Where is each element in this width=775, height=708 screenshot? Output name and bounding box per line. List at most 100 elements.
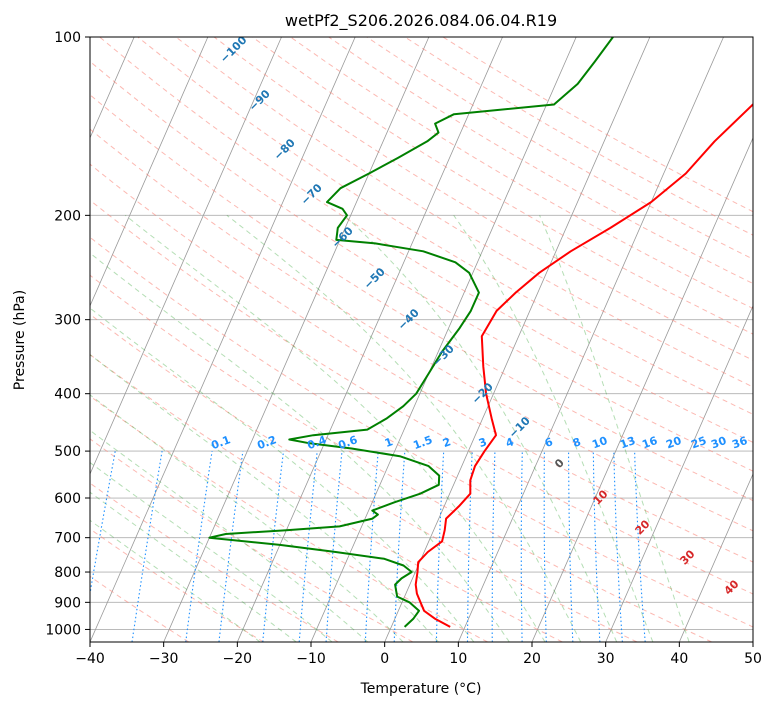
line-labels: −100−90−80−70−60−50−40−30−20−100.1 0.2 0.4… [209, 33, 749, 598]
mixing-ratio-line [634, 451, 646, 642]
y-tick-label: 500 [54, 444, 81, 460]
dry-adiabat-line [90, 313, 638, 642]
sounding-profiles [208, 37, 753, 628]
mixing-ratio-label: 1 [383, 435, 395, 450]
moist-adiabat-line [90, 307, 475, 642]
isotherm-line [0, 37, 61, 642]
x-tick-label: −10 [296, 651, 326, 667]
mixing-ratio-line [185, 451, 213, 642]
isotherm-line [90, 37, 209, 307]
dry-adiabat-label: −100 [218, 33, 250, 65]
dry-adiabat-line [175, 37, 753, 388]
dry-adiabat-line [442, 37, 753, 213]
mixing-ratio-line [592, 451, 601, 642]
isotherm-line [90, 37, 356, 642]
mixing-ratio-line [393, 451, 406, 642]
y-tick-label: 700 [54, 531, 81, 547]
mixing-ratio-line [364, 451, 379, 642]
x-tick-label: 0 [380, 651, 389, 667]
dry-adiabat-line [90, 60, 753, 472]
isotherm-line [163, 37, 430, 642]
y-tick-label: 200 [54, 208, 81, 224]
mixing-ratio-label: 0.1 [209, 433, 232, 452]
dewpoint-profile-line [208, 37, 614, 628]
isotherm-line [678, 472, 753, 642]
mixing-ratio-line [218, 451, 244, 642]
x-tick-label: 20 [523, 651, 541, 667]
y-tick-label: 600 [54, 491, 81, 507]
y-tick-label: 1000 [45, 622, 81, 638]
mixing-ratio-label: 16 [640, 434, 659, 452]
dry-adiabat-label: −90 [246, 87, 273, 114]
axes: −40 −30 −20 −10 0 10 20 30 40 5010009008007006005… [45, 30, 762, 667]
dry-adiabat-line [90, 353, 563, 642]
moist-adiabat-line [539, 215, 690, 642]
isotherm-line [310, 37, 577, 642]
moist-adiabat-label: 30 [678, 547, 698, 567]
mixing-ratio-line [520, 451, 523, 642]
y-axis-label: Pressure (hPa) [12, 290, 28, 390]
dry-adiabat-line [90, 236, 753, 628]
moist-adiabat-line [90, 519, 261, 642]
mixing-ratio-label: 1.5 [411, 433, 434, 452]
moist-adiabat-label: 40 [722, 577, 742, 597]
mixing-ratio-label: 4 [504, 435, 516, 450]
moist-adiabat-line [124, 214, 546, 642]
dry-adiabat-label: −30 [430, 342, 457, 369]
y-tick-label: 800 [54, 565, 81, 581]
mixing-ratio-line [568, 451, 574, 642]
mixing-ratio-label: 0.6 [336, 433, 359, 452]
x-tick-label: 40 [670, 651, 688, 667]
isotherm-line [605, 304, 753, 642]
mixing-ratio-line [131, 451, 163, 642]
mixing-ratio-line [325, 451, 343, 642]
y-tick-label: 300 [54, 313, 81, 329]
mixing-ratio-line [298, 451, 318, 642]
dry-adiabat-line [90, 575, 190, 642]
dry-adiabat-line [90, 438, 414, 642]
y-tick-label: 100 [54, 30, 81, 46]
isotherm-line [384, 37, 651, 642]
mixing-ratio-label: 10 [590, 434, 609, 452]
chart-title: wetPf2_S206.2026.084.06.04.R19 [285, 11, 557, 31]
mixing-ratio-label: 13 [618, 434, 637, 451]
dry-adiabat-label: −50 [361, 265, 388, 292]
dry-adiabat-line [90, 163, 753, 563]
y-tick-label: 400 [54, 387, 81, 403]
mixing-ratio-label: 8 [571, 435, 583, 450]
dry-adiabat-label: −70 [298, 181, 325, 208]
mixing-ratio-label: 36 [730, 434, 749, 452]
x-axis-label: Temperature (°C) [360, 681, 482, 697]
moist-adiabat-line [90, 394, 404, 642]
dry-adiabat-line [90, 94, 753, 502]
mixing-ratio-label: 3 [477, 435, 489, 450]
mixing-ratio-label: 30 [709, 434, 728, 452]
background-lines [0, 37, 753, 642]
y-tick-label: 900 [54, 595, 81, 611]
isotherm-line [236, 37, 503, 642]
mixing-ratio-label: 25 [689, 434, 708, 451]
mixing-ratio-label: 20 [664, 434, 683, 452]
mixing-ratio-line [90, 451, 116, 597]
mixing-ratio-line [262, 451, 285, 642]
dry-adiabat-line [90, 199, 753, 595]
moist-adiabat-line [343, 214, 618, 642]
temperature-profile-line [414, 103, 753, 628]
dry-adiabat-line [99, 37, 753, 443]
x-tick-label: 50 [744, 651, 762, 667]
moist-adiabat-line [453, 215, 654, 642]
mixing-ratio-label: 6 [543, 435, 555, 450]
x-tick-label: −20 [223, 651, 253, 667]
moist-adiabat-label: 20 [633, 517, 653, 537]
dry-adiabat-line [90, 274, 712, 642]
dry-adiabat-line [90, 395, 488, 642]
mixing-ratio-label: 0.2 [255, 433, 278, 452]
moist-adiabat-line [90, 429, 369, 642]
moist-adiabat-label: 0 [552, 456, 567, 471]
plot-frame [89, 36, 754, 643]
dry-adiabat-line [252, 37, 753, 335]
isotherm-line [531, 136, 753, 642]
dry-adiabat-line [328, 37, 753, 285]
moist-adiabat-line [90, 252, 510, 642]
